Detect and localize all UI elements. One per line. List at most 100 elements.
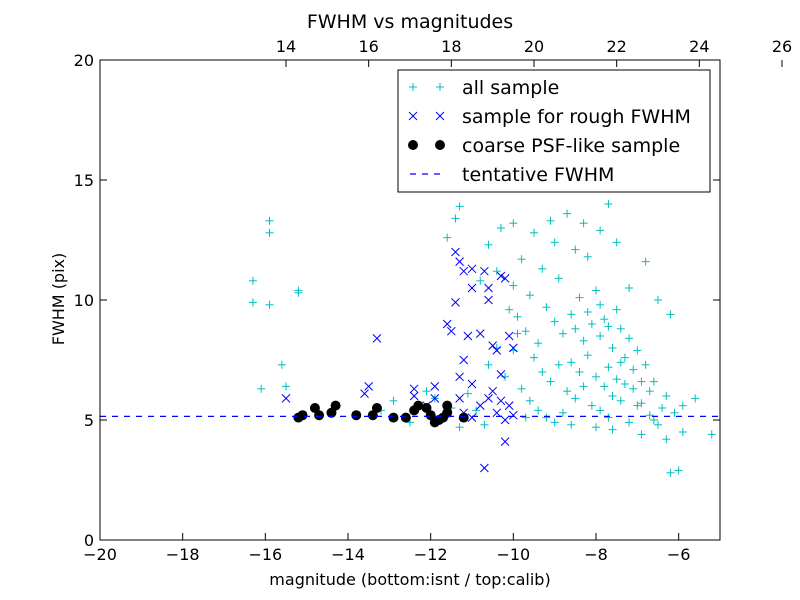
x-mark-b [488,386,498,396]
rough-fwhm-point [496,396,506,406]
rough-fwhm-point [496,271,506,281]
top-x-tick-label: 18 [441,37,461,56]
all-sample-point [637,430,646,439]
all-sample-point [455,423,464,432]
x-tick-label: −14 [331,545,365,564]
psf-like-point [330,400,341,411]
all-sample-point [265,300,274,309]
all-sample-point [579,219,588,228]
all-sample-point [604,322,613,331]
x-tick-label: −10 [496,545,530,564]
x-mark-b [442,319,452,329]
x-mark-b [463,331,473,341]
all-sample-point [616,396,625,405]
all-sample-point [583,351,592,360]
x-tick-label: −18 [166,545,200,564]
legend-marker [436,83,444,91]
all-sample-point [476,276,485,285]
all-sample-point [612,238,621,247]
all-sample-point [463,389,472,398]
rough-fwhm-point [467,413,477,422]
all-sample-point [579,382,588,391]
all-sample-point [451,214,460,223]
rough-fwhm-point [455,257,464,266]
x-tick-label: −12 [414,545,448,564]
all-sample-point [649,377,658,386]
rough-fwhm-point [480,266,489,276]
rough-fwhm-point [446,326,456,336]
all-sample-point [587,320,596,328]
all-sample-point [641,257,650,266]
x-tick-label: −8 [584,545,608,564]
all-sample-point [583,308,592,316]
x-mark-b [408,111,418,121]
all-sample-point [513,312,522,321]
x-mark-b [459,355,469,365]
all-sample-point [505,305,514,314]
legend-marker [435,111,445,121]
top-x-tick-label: 14 [276,37,296,56]
x-mark-b [451,298,460,307]
all-sample-point [542,413,551,422]
top-x-tick-label: 20 [524,37,544,56]
all-sample-point [691,394,700,403]
x-mark-b [484,394,493,403]
x-mark-b [430,394,440,403]
all-sample-point [633,401,642,410]
y-tick-label: 0 [84,531,94,550]
all-sample-point [546,216,555,225]
top-x-tick-label: 22 [606,37,626,56]
rough-fwhm-point [364,382,374,391]
x-mark-b [488,341,498,350]
rough-fwhm-point [459,266,469,276]
psf-like-point [314,410,325,421]
all-sample-point [455,202,464,211]
x-mark-b [409,391,419,401]
rough-fwhm-point [409,384,419,394]
x-mark-b [435,111,445,121]
all-sample-point [604,413,613,422]
x-mark-b [455,394,464,403]
all-sample-point [608,344,617,352]
x-mark-b [504,331,514,341]
all-sample-point [645,387,654,396]
rough-fwhm-point [484,295,493,305]
plot-area [100,200,720,477]
x-mark-b [467,379,477,389]
all-sample-point [596,406,605,415]
all-sample-point [592,286,600,295]
all-sample-point [583,252,592,261]
x-mark-b [496,396,506,406]
rough-fwhm-point [467,264,477,274]
x-mark-b [409,384,419,394]
x-mark-b [496,370,506,379]
all-sample-point [294,288,303,297]
all-sample-point [637,377,646,386]
all-sample-point [496,224,505,232]
rough-fwhm-point [360,389,369,398]
all-sample-point [509,281,518,290]
all-sample-point [604,363,613,372]
all-sample-point [629,384,638,393]
all-sample-point [637,399,646,408]
x-mark-b [281,394,291,403]
all-sample-point [616,324,625,333]
rough-fwhm-point [496,370,506,379]
all-sample-point [422,387,431,396]
all-sample-point [670,408,679,417]
all-sample-point [521,413,530,422]
x-mark-b [500,415,510,425]
all-sample-point [674,466,683,475]
legend-entry: sample for rough FWHM [408,106,691,128]
all-sample-point [616,358,625,367]
all-sample-point [600,315,609,324]
x-mark-b [467,413,477,422]
x-mark-b [455,372,464,382]
rough-fwhm-point [484,283,493,293]
x-mark-b [500,274,510,283]
x-mark-b [372,334,382,343]
psf-like-point [400,412,411,423]
all-sample-point [443,233,452,242]
rough-fwhm-point [459,355,469,365]
all-sample-point [612,375,621,384]
